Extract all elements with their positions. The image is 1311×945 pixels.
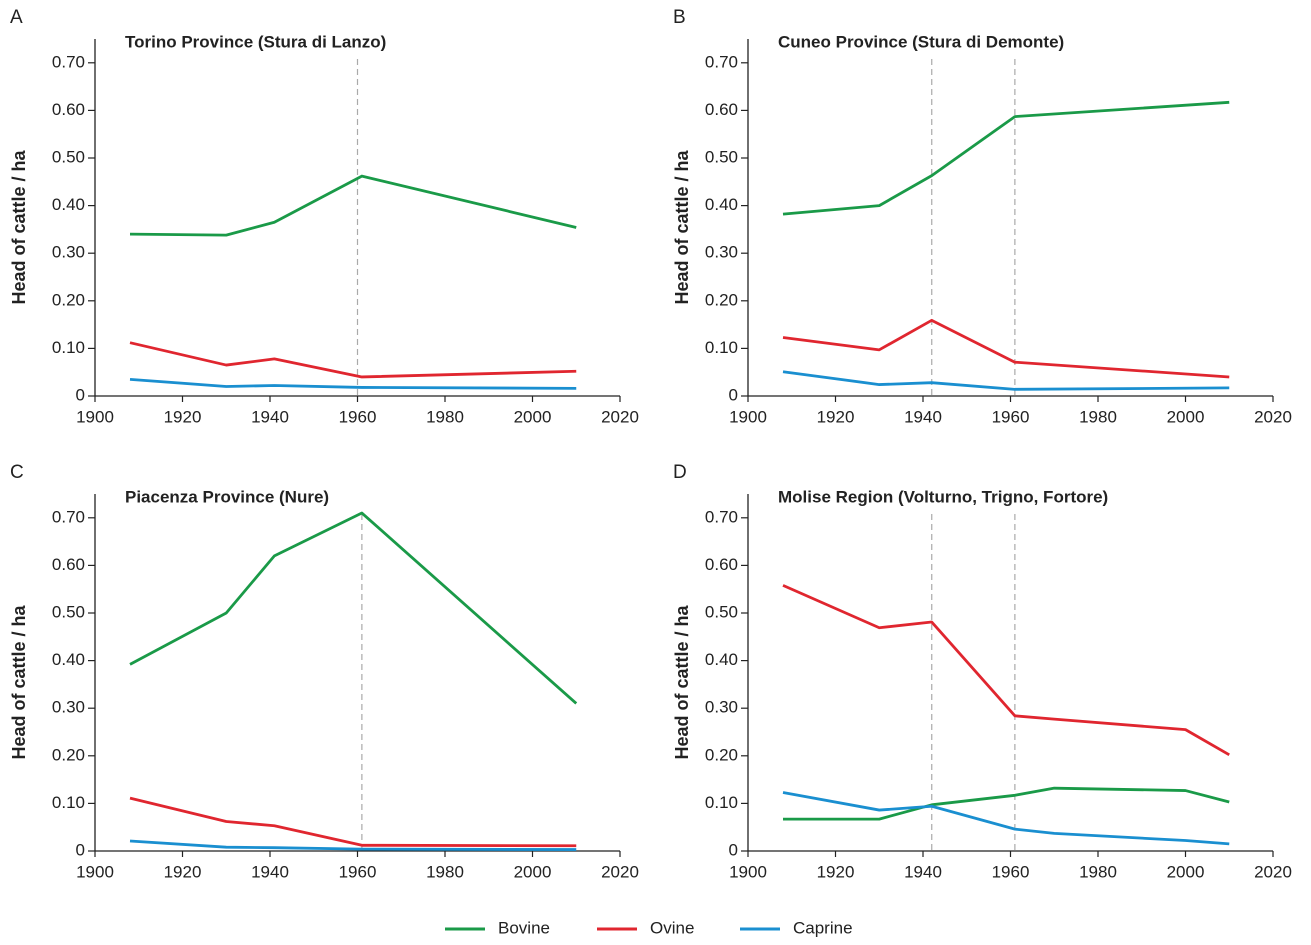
y-tick-label: 0.50 bbox=[705, 147, 738, 166]
series-line bbox=[129, 511, 578, 705]
x-tick-label: 2020 bbox=[1254, 862, 1292, 881]
y-axis-label: Head of cattle / ha bbox=[672, 149, 692, 304]
x-tick-label: 1940 bbox=[251, 862, 289, 881]
panel-letter: D bbox=[673, 462, 687, 483]
x-tick-label: 1960 bbox=[992, 862, 1030, 881]
series-line bbox=[782, 584, 1230, 757]
x-tick-label: 1960 bbox=[339, 862, 377, 881]
x-tick-label: 2000 bbox=[1167, 407, 1205, 426]
y-tick-label: 0.70 bbox=[52, 507, 85, 526]
y-tick-label: 0.20 bbox=[705, 290, 738, 309]
series-line bbox=[129, 377, 577, 390]
x-tick-label: 1960 bbox=[992, 407, 1030, 426]
x-tick-label: 1940 bbox=[904, 407, 942, 426]
chart-title: Piacenza Province (Nure) bbox=[125, 487, 329, 506]
x-tick-label: 2000 bbox=[514, 407, 552, 426]
y-tick-label: 0.50 bbox=[705, 602, 738, 621]
series-line bbox=[782, 370, 1230, 391]
panel-letter: B bbox=[673, 7, 686, 28]
chart-title: Molise Region (Volturno, Trigno, Fortore… bbox=[778, 487, 1108, 506]
y-tick-label: 0.20 bbox=[52, 745, 85, 764]
y-tick-label: 0.30 bbox=[705, 698, 738, 717]
x-tick-label: 1980 bbox=[1079, 862, 1117, 881]
y-tick-label: 0.30 bbox=[52, 243, 85, 262]
y-axis-label: Head of cattle / ha bbox=[9, 149, 29, 304]
x-tick-label: 1940 bbox=[251, 407, 289, 426]
y-tick-label: 0.10 bbox=[705, 338, 738, 357]
y-tick-label: 0.10 bbox=[705, 793, 738, 812]
x-tick-label: 1900 bbox=[76, 862, 114, 881]
y-tick-label: 0.60 bbox=[705, 100, 738, 119]
y-tick-label: 0.40 bbox=[52, 195, 85, 214]
x-tick-label: 1960 bbox=[339, 407, 377, 426]
x-tick-label: 1920 bbox=[164, 407, 202, 426]
y-tick-label: 0.40 bbox=[52, 650, 85, 669]
y-tick-label: 0.60 bbox=[52, 100, 85, 119]
x-tick-label: 1940 bbox=[904, 862, 942, 881]
y-tick-label: 0 bbox=[729, 840, 738, 859]
x-tick-label: 2020 bbox=[601, 407, 639, 426]
x-tick-label: 1920 bbox=[817, 862, 855, 881]
x-tick-label: 1920 bbox=[817, 407, 855, 426]
x-tick-label: 1900 bbox=[76, 407, 114, 426]
y-tick-label: 0.30 bbox=[52, 698, 85, 717]
x-tick-label: 2000 bbox=[514, 862, 552, 881]
series-line bbox=[129, 174, 577, 237]
series-line bbox=[783, 786, 1230, 821]
y-tick-label: 0.70 bbox=[705, 507, 738, 526]
y-tick-label: 0 bbox=[76, 385, 85, 404]
y-axis-label: Head of cattle / ha bbox=[9, 604, 29, 759]
y-tick-label: 0.20 bbox=[705, 745, 738, 764]
y-tick-label: 0 bbox=[729, 385, 738, 404]
y-tick-label: 0.70 bbox=[705, 52, 738, 71]
y-tick-label: 0.30 bbox=[705, 243, 738, 262]
panel-letter: C bbox=[10, 462, 24, 483]
series-line bbox=[782, 318, 1230, 379]
y-tick-label: 0.60 bbox=[705, 555, 738, 574]
x-tick-label: 1920 bbox=[164, 862, 202, 881]
legend-label: Caprine bbox=[793, 918, 853, 937]
y-tick-label: 0.50 bbox=[52, 602, 85, 621]
series-line bbox=[129, 341, 577, 379]
legend-label: Bovine bbox=[498, 918, 550, 937]
chart-title: Cuneo Province (Stura di Demonte) bbox=[778, 32, 1064, 51]
series-line bbox=[129, 839, 577, 851]
x-tick-label: 1980 bbox=[426, 862, 464, 881]
y-tick-label: 0 bbox=[76, 840, 85, 859]
y-tick-label: 0.50 bbox=[52, 147, 85, 166]
series-line bbox=[782, 791, 1230, 846]
x-tick-label: 1900 bbox=[729, 862, 767, 881]
y-tick-label: 0.40 bbox=[705, 195, 738, 214]
y-tick-label: 0.60 bbox=[52, 555, 85, 574]
series-line bbox=[129, 796, 577, 848]
x-tick-label: 2000 bbox=[1167, 862, 1205, 881]
y-axis-label: Head of cattle / ha bbox=[672, 604, 692, 759]
x-tick-label: 1980 bbox=[1079, 407, 1117, 426]
x-tick-label: 2020 bbox=[1254, 407, 1292, 426]
legend-label: Ovine bbox=[650, 918, 694, 937]
x-tick-label: 1900 bbox=[729, 407, 767, 426]
y-tick-label: 0.20 bbox=[52, 290, 85, 309]
y-tick-label: 0.70 bbox=[52, 52, 85, 71]
x-tick-label: 1980 bbox=[426, 407, 464, 426]
y-tick-label: 0.10 bbox=[52, 793, 85, 812]
y-tick-label: 0.40 bbox=[705, 650, 738, 669]
chart-title: Torino Province (Stura di Lanzo) bbox=[125, 32, 386, 51]
y-tick-label: 0.10 bbox=[52, 338, 85, 357]
x-tick-label: 2020 bbox=[601, 862, 639, 881]
panel-letter: A bbox=[10, 7, 23, 28]
series-line bbox=[782, 100, 1230, 216]
